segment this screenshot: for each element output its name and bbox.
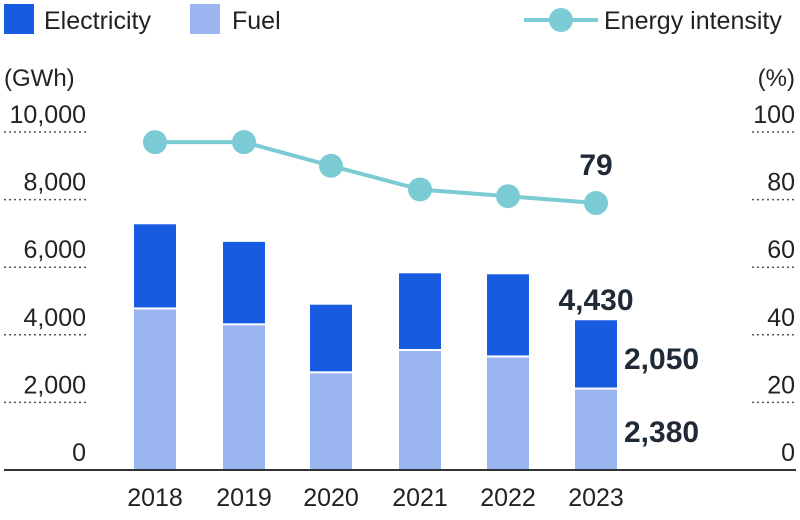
bar-fuel-2023 xyxy=(575,389,617,470)
x-axis-labels: 2018 2019 2020 2021 2022 2023 xyxy=(127,484,624,512)
annotation-intensity-2023: 79 xyxy=(579,149,612,182)
legend: Electricity Fuel Energy intensity xyxy=(4,4,782,35)
bar-fuel-2022 xyxy=(487,357,529,470)
x-tick-label-2023: 2023 xyxy=(568,484,624,512)
right-tick-label: 80 xyxy=(767,169,795,197)
bar-electricity-2023 xyxy=(575,320,617,388)
intensity-point-2019 xyxy=(232,130,256,155)
left-tick-label: 4,000 xyxy=(23,304,86,332)
legend-label-intensity: Energy intensity xyxy=(604,7,782,35)
right-tick-label: 60 xyxy=(767,236,795,264)
left-tick-label: 2,000 xyxy=(23,371,86,399)
bars xyxy=(134,224,617,470)
intensity-point-2022 xyxy=(496,184,520,209)
bar-fuel-2019 xyxy=(223,325,265,470)
intensity-point-2020 xyxy=(319,153,343,178)
left-tick-label: 10,000 xyxy=(10,101,86,129)
left-axis-unit: (GWh) xyxy=(4,65,75,92)
x-tick-label-2021: 2021 xyxy=(392,484,448,512)
bar-electricity-2021 xyxy=(399,273,441,350)
x-tick-label-2022: 2022 xyxy=(480,484,536,512)
bar-fuel-2018 xyxy=(134,309,176,470)
x-tick-label-2018: 2018 xyxy=(127,484,183,512)
legend-swatch-fuel xyxy=(190,4,220,34)
gridlines xyxy=(4,131,796,404)
intensity-series-line xyxy=(155,140,597,205)
legend-swatch-intensity-marker xyxy=(549,8,573,32)
annotation-fuel-2023: 2,380 xyxy=(624,416,699,449)
bar-electricity-2020 xyxy=(310,304,352,372)
annotation-total-2023: 4,430 xyxy=(558,284,633,317)
right-tick-label: 20 xyxy=(767,371,795,399)
intensity-line xyxy=(143,130,608,215)
bar-electricity-2018 xyxy=(134,224,176,308)
right-axis-unit: (%) xyxy=(758,65,795,92)
legend-label-electricity: Electricity xyxy=(44,7,151,35)
intensity-point-2023 xyxy=(584,190,608,215)
right-tick-label: 40 xyxy=(767,304,795,332)
intensity-point-2021 xyxy=(408,177,432,202)
bar-fuel-2020 xyxy=(310,373,352,470)
left-tick-label: 0 xyxy=(72,439,86,467)
right-tick-label: 0 xyxy=(781,439,795,467)
right-tick-label: 100 xyxy=(753,101,795,129)
legend-label-fuel: Fuel xyxy=(232,7,281,35)
x-tick-label-2020: 2020 xyxy=(303,484,359,512)
bar-electricity-2019 xyxy=(223,241,265,324)
intensity-point-2018 xyxy=(143,130,167,155)
bar-fuel-2021 xyxy=(399,351,441,470)
left-tick-label: 8,000 xyxy=(23,169,86,197)
annotation-electricity-2023: 2,050 xyxy=(624,343,699,376)
bar-electricity-2022 xyxy=(487,274,529,356)
axis-ticks: 0 2,000 4,000 6,000 8,000 10,000 0 20 40 60 80 100 xyxy=(10,101,795,467)
legend-swatch-electricity xyxy=(4,4,34,34)
left-tick-label: 6,000 xyxy=(23,236,86,264)
x-tick-label-2019: 2019 xyxy=(216,484,272,512)
